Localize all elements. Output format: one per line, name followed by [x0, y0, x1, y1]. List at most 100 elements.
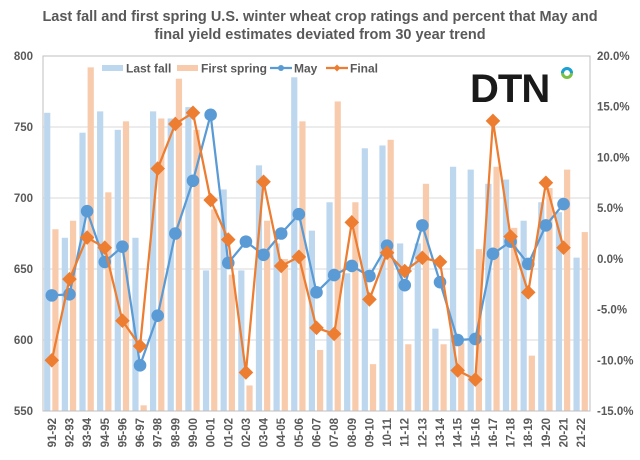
- marker-may: [45, 289, 59, 302]
- x-tick-label: 15-16: [470, 418, 482, 447]
- marker-final: [520, 285, 536, 300]
- marker-final: [97, 240, 113, 255]
- bar-last-fall: [149, 111, 157, 411]
- bar-first-spring: [458, 342, 465, 411]
- plot-area-border: [42, 55, 591, 412]
- y2-tick-label: 10.0%: [597, 152, 630, 164]
- x-tick-label: 10-11: [382, 417, 394, 446]
- bar-series: [44, 67, 588, 412]
- bar-last-fall: [291, 77, 298, 412]
- legend-label-final: Final: [350, 62, 378, 76]
- dtn-logo-mark: DTN: [470, 67, 573, 106]
- x-tick-label: 08-09: [347, 418, 359, 447]
- y2-tick-label: -15.0%: [597, 406, 633, 418]
- marker-final: [150, 161, 165, 176]
- marker-final: [256, 174, 271, 190]
- legend-label-first-spring: First spring: [201, 62, 267, 76]
- bar-last-fall: [220, 189, 227, 411]
- x-tick-label: 97-98: [153, 417, 165, 447]
- bar-first-spring: [546, 188, 553, 411]
- legend-marker-may: [278, 65, 284, 71]
- marker-may: [451, 333, 464, 347]
- chart-title: Last fall and first spring U.S. winter w…: [0, 8, 640, 44]
- x-tick-label: 03-04: [259, 417, 271, 447]
- marker-final: [468, 372, 483, 387]
- marker-may: [204, 108, 217, 122]
- bar-last-fall: [44, 112, 51, 412]
- bar-last-fall: [520, 220, 527, 411]
- bar-last-fall: [132, 237, 139, 411]
- marker-may: [292, 207, 306, 221]
- x-tick-label: 02-03: [241, 418, 253, 447]
- bar-last-fall: [502, 179, 510, 411]
- marker-final: [503, 229, 518, 244]
- x-tick-label: 04-05: [276, 417, 288, 447]
- bar-first-spring: [140, 405, 147, 411]
- marker-final: [291, 249, 307, 265]
- marker-final: [309, 320, 324, 336]
- bar-first-spring: [228, 274, 235, 411]
- bar-last-fall: [273, 243, 280, 411]
- marker-final: [220, 232, 236, 247]
- bar-first-spring: [52, 229, 59, 411]
- y-tick-label: 650: [14, 264, 33, 276]
- y-tick-label: 800: [14, 51, 33, 63]
- bar-last-fall: [344, 273, 351, 411]
- bar-first-spring: [528, 355, 535, 411]
- marker-may: [169, 227, 182, 240]
- x-tick-label: 92-93: [64, 418, 76, 447]
- bar-last-fall: [555, 212, 563, 411]
- y2-tick-label: 5.0%: [597, 203, 623, 215]
- bar-first-spring: [281, 259, 288, 411]
- bar-last-fall: [432, 328, 439, 411]
- bar-last-fall: [185, 107, 192, 412]
- x-tick-label: 19-20: [541, 418, 553, 447]
- bar-first-spring: [105, 192, 112, 411]
- legend-swatch-first-spring: [177, 65, 198, 71]
- dtn-logo: DTN: [470, 66, 580, 106]
- bar-last-fall: [326, 202, 333, 411]
- marker-may: [345, 259, 359, 273]
- x-tick-label: 21-22: [576, 418, 588, 447]
- bar-first-spring: [405, 344, 412, 411]
- marker-final: [450, 363, 465, 378]
- marker-may: [310, 286, 323, 299]
- marker-final: [397, 263, 413, 279]
- marker-may: [257, 248, 270, 262]
- bar-last-fall: [255, 165, 263, 411]
- marker-final: [362, 292, 377, 307]
- bar-last-fall: [167, 118, 174, 411]
- bar-first-spring: [387, 139, 394, 411]
- marker-final: [326, 326, 342, 342]
- bar-last-fall: [573, 257, 580, 411]
- x-tick-label: 01-02: [223, 418, 235, 447]
- bar-first-spring: [158, 118, 165, 411]
- x-tick-label: 06-07: [312, 418, 324, 447]
- x-tick-label: 98-99: [170, 418, 182, 447]
- marker-may: [539, 219, 553, 232]
- x-tick-label: 91-92: [47, 418, 59, 447]
- marker-final: [62, 271, 77, 287]
- marker-final: [168, 116, 183, 132]
- y-tick-label: 750: [14, 122, 33, 134]
- x-tick-label: 16-17: [488, 418, 500, 447]
- chart-title-line-2: final yield estimates deviated from 30 y…: [154, 27, 486, 43]
- marker-final: [132, 338, 148, 354]
- bar-last-fall: [449, 166, 457, 411]
- x-tick-label: 94-95: [100, 417, 112, 447]
- marker-may: [486, 247, 500, 261]
- marker-final: [432, 254, 448, 270]
- bar-first-spring: [493, 166, 500, 411]
- y-tick-label: 550: [14, 406, 33, 418]
- marker-final: [556, 240, 571, 255]
- marker-may: [239, 235, 253, 248]
- marker-final: [344, 215, 360, 230]
- x-tick-label: 11-12: [400, 418, 412, 447]
- line-series: [44, 105, 571, 387]
- bar-first-spring: [69, 220, 77, 411]
- bar-first-spring: [511, 227, 518, 411]
- legend-label-last-fall: Last fall: [126, 62, 171, 76]
- marker-final: [273, 258, 289, 274]
- bar-last-fall: [397, 243, 404, 411]
- marker-may: [133, 359, 147, 372]
